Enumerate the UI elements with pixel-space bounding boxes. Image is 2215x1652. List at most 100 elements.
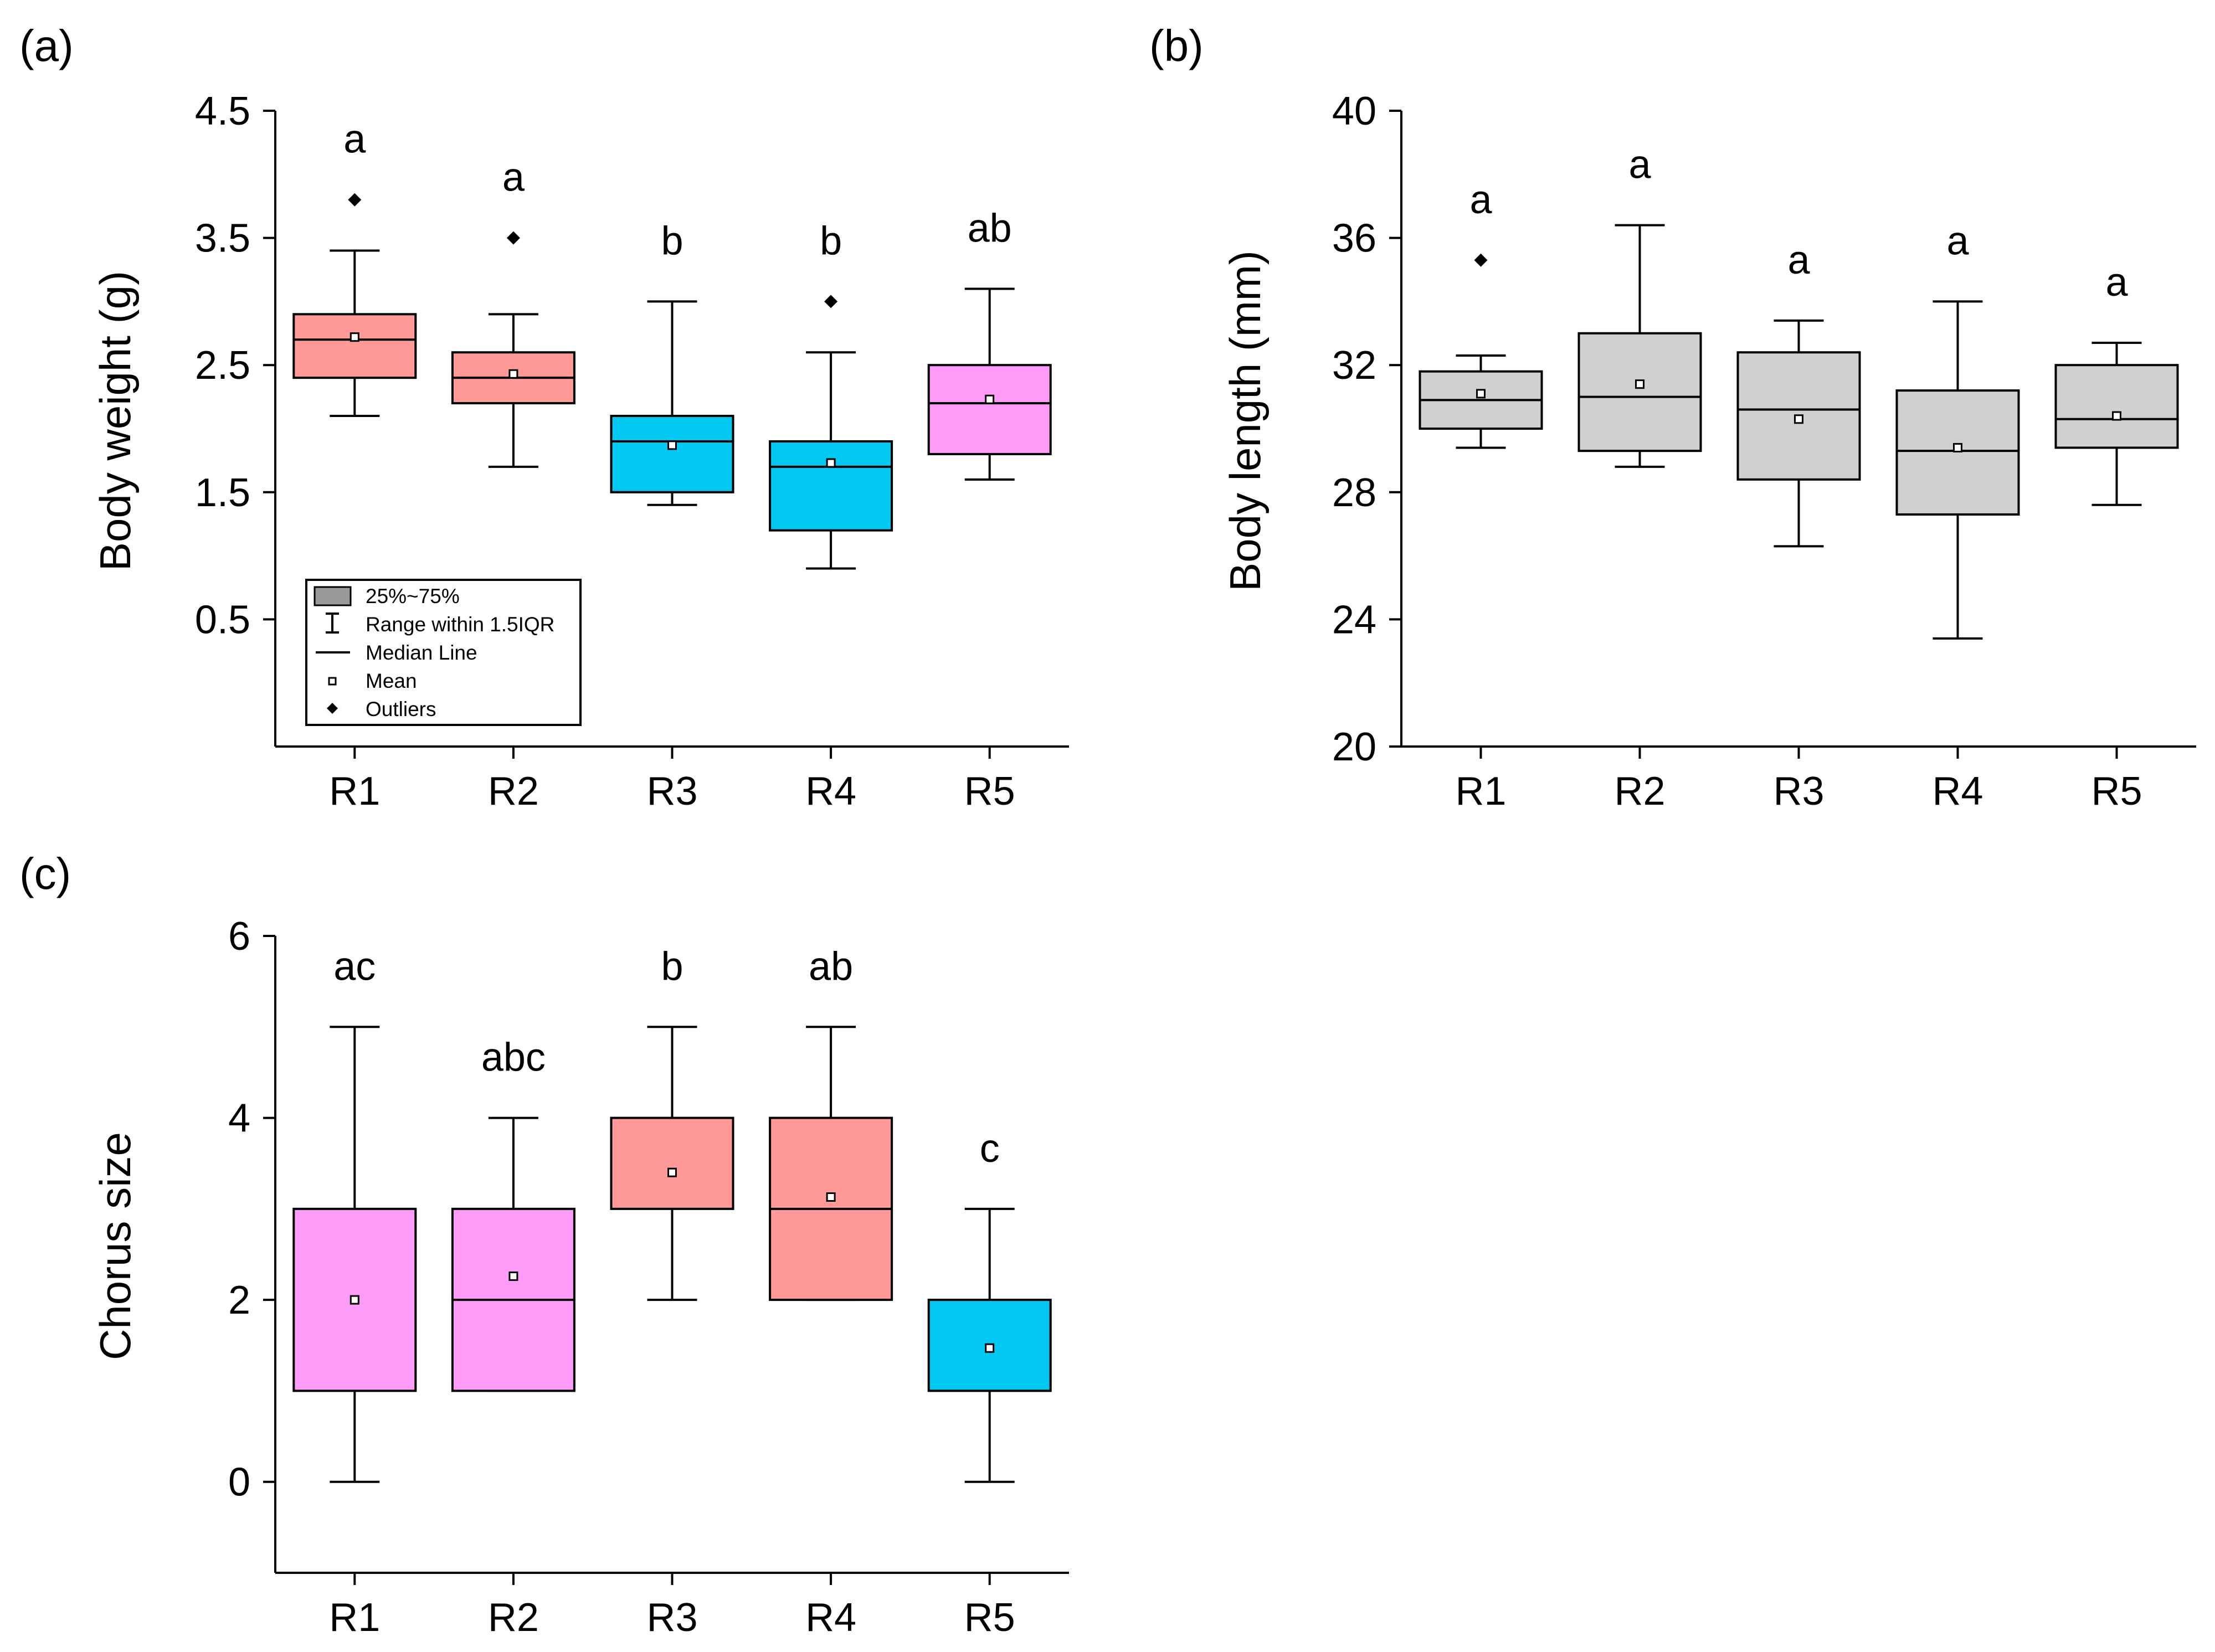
y-tick-label: 0 xyxy=(228,1460,250,1505)
box-group-r2: abc xyxy=(451,1036,575,1392)
significance-letter: a xyxy=(502,156,525,200)
x-tick-label: R3 xyxy=(1773,769,1824,814)
mean-marker xyxy=(985,1343,995,1353)
x-tick-label: R5 xyxy=(964,769,1015,814)
panel-label-c: (c) xyxy=(19,849,71,898)
significance-letter: c xyxy=(980,1126,1000,1171)
iqr-box xyxy=(2054,364,2179,449)
legend-whisker-label: Range within 1.5IQR xyxy=(366,613,554,636)
significance-letter: abc xyxy=(481,1036,546,1080)
iqr-box xyxy=(610,1116,734,1210)
x-tick-label: R4 xyxy=(1932,769,1983,814)
y-tick-label: 28 xyxy=(1332,471,1376,515)
x-tick-label: R5 xyxy=(964,1596,1015,1640)
iqr-box xyxy=(1577,332,1702,452)
mean-marker xyxy=(350,332,359,342)
y-tick-label: 36 xyxy=(1332,217,1376,261)
y-tick-label: 2.5 xyxy=(195,343,250,388)
x-tick-label: R5 xyxy=(2091,769,2142,814)
box-group-r5: a xyxy=(2054,260,2179,506)
panel-label-b: (b) xyxy=(1149,21,1204,70)
legend-frame xyxy=(305,579,582,726)
y-tick-label: 1.5 xyxy=(195,471,250,515)
iqr-box xyxy=(1895,389,2020,516)
significance-letter: a xyxy=(343,117,366,162)
legend: 25%~75% Range within 1.5IQR Median Line … xyxy=(305,579,582,726)
legend-outliers-label: Outliers xyxy=(366,698,436,721)
mean-marker xyxy=(1476,389,1486,399)
mean-marker xyxy=(350,1295,359,1305)
mean-marker xyxy=(826,458,836,468)
y-tick-label: 6 xyxy=(228,914,250,959)
legend-box-label: 25%~75% xyxy=(366,585,460,608)
x-tick-label: R3 xyxy=(646,1596,697,1640)
outlier-point xyxy=(1474,253,1488,267)
x-tick-label: R1 xyxy=(1455,769,1506,814)
mean-marker xyxy=(667,440,677,450)
mean-marker xyxy=(826,1192,836,1202)
x-tick-label: R1 xyxy=(329,769,380,814)
y-tick-label: 32 xyxy=(1332,343,1376,388)
y-tick-label: 3.5 xyxy=(195,217,250,261)
significance-letter: ab xyxy=(968,206,1012,250)
box-group-r1: a xyxy=(292,117,417,418)
x-tick-label: R2 xyxy=(1614,769,1665,814)
x-tick-label: R2 xyxy=(488,1596,539,1640)
box-group-r3: a xyxy=(1736,238,1861,548)
iqr-box xyxy=(610,415,734,493)
box-group-r5: c xyxy=(927,1126,1052,1483)
legend-mean-swatch xyxy=(328,677,337,686)
y-axis-label: Body length (mm) xyxy=(1221,250,1270,591)
mean-marker xyxy=(508,369,518,379)
x-tick-label: R1 xyxy=(329,1596,380,1640)
box-group-r1: a xyxy=(1419,178,1543,449)
mean-marker xyxy=(985,394,995,404)
iqr-box xyxy=(927,364,1052,455)
iqr-box xyxy=(292,313,417,379)
chart-body-weight: 0.5 1.5 2.5 3.5 4.5 Body weight (g) R1 R2 R3 R4 R5… xyxy=(91,89,1069,814)
significance-letter: a xyxy=(1787,238,1810,282)
legend-outlier-swatch xyxy=(327,703,338,714)
mean-marker xyxy=(2112,411,2121,421)
mean-marker xyxy=(508,1271,518,1281)
outlier-point xyxy=(348,193,362,207)
box-group-r4: a xyxy=(1895,219,2020,640)
y-tick-label: 40 xyxy=(1332,89,1376,133)
significance-letter: a xyxy=(1469,178,1492,222)
box-group-r4: ab xyxy=(769,944,893,1301)
significance-letter: a xyxy=(2105,260,2128,305)
y-tick-label: 4 xyxy=(228,1097,250,1141)
y-tick-label: 20 xyxy=(1332,725,1376,769)
significance-letter: a xyxy=(1628,143,1651,187)
significance-letter: b xyxy=(820,219,842,263)
mean-marker xyxy=(1794,414,1803,424)
box-group-r2: a xyxy=(451,156,575,468)
box-group-r5: ab xyxy=(927,206,1052,481)
box-group-r3: b xyxy=(610,219,734,506)
outlier-point xyxy=(824,295,838,308)
y-tick-label: 24 xyxy=(1332,598,1376,642)
mean-marker xyxy=(667,1167,677,1177)
significance-letter: ac xyxy=(333,944,376,989)
legend-median-label: Median Line xyxy=(366,641,477,664)
box-group-r3: b xyxy=(610,944,734,1301)
y-tick-label: 0.5 xyxy=(195,598,250,642)
significance-letter: a xyxy=(1946,219,1969,263)
chart-body-length: 20 24 28 32 36 40 Body length (mm) R1 R2 R3 R4 R5 a a… xyxy=(1221,89,2196,814)
box-group-r1: ac xyxy=(292,944,417,1483)
mean-marker xyxy=(1953,442,1962,452)
y-tick-label: 4.5 xyxy=(195,89,250,133)
mean-marker xyxy=(1635,379,1644,389)
significance-letter: b xyxy=(661,219,683,263)
y-axis-label: Chorus size xyxy=(91,1132,140,1360)
x-tick-label: R4 xyxy=(805,769,856,814)
box-group-r4: b xyxy=(769,219,893,570)
y-axis-label: Body weight (g) xyxy=(91,271,140,571)
box-group-r2: a xyxy=(1577,143,1702,468)
y-tick-label: 2 xyxy=(228,1278,250,1322)
panel-label-a: (a) xyxy=(19,21,74,70)
legend-mean-label: Mean xyxy=(366,670,417,692)
significance-letter: b xyxy=(661,944,683,989)
